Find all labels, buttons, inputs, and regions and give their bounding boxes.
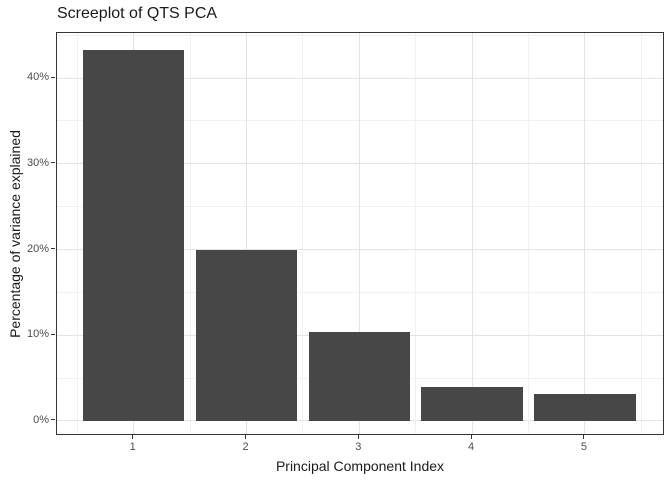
y-tick-mark	[51, 76, 55, 78]
x-major-gridline	[584, 33, 586, 434]
x-minor-gridline	[415, 33, 417, 434]
x-tick-label: 4	[468, 441, 475, 453]
x-minor-gridline	[528, 33, 529, 434]
y-tick-mark	[51, 248, 55, 249]
y-minor-gridline	[57, 291, 663, 293]
bar-pc1	[82, 49, 185, 421]
bar-pc4	[421, 386, 523, 421]
y-tick-label: 20%	[26, 242, 49, 255]
x-minor-gridline	[76, 33, 78, 434]
y-major-gridline	[57, 420, 663, 422]
y-major-gridline	[57, 163, 663, 165]
y-tick-mark	[51, 419, 55, 421]
y-tick-mark	[51, 162, 55, 164]
bar-pc3	[308, 331, 411, 421]
y-minor-gridline	[57, 34, 663, 36]
bar-pc5	[534, 394, 636, 421]
x-minor-gridline	[640, 33, 642, 434]
x-major-gridline	[358, 33, 360, 434]
y-minor-gridline	[57, 120, 663, 122]
y-tick-label: 30%	[26, 156, 49, 169]
y-tick-label: 40%	[26, 71, 49, 84]
y-major-gridline	[57, 77, 663, 79]
y-tick-label: 10%	[26, 328, 49, 341]
x-tick-mark	[470, 435, 472, 439]
x-tick-mark	[583, 435, 585, 439]
x-major-gridline	[471, 33, 473, 434]
x-minor-gridline	[189, 33, 191, 434]
x-tick-mark	[357, 435, 359, 439]
chart-title: Screeplot of QTS PCA	[57, 5, 218, 22]
y-tick-label: 0%	[33, 413, 49, 426]
x-axis-title: Principal Component Index	[275, 458, 445, 474]
x-major-gridline	[246, 33, 247, 434]
x-tick-label: 2	[242, 441, 249, 453]
x-tick-mark	[245, 435, 246, 439]
x-tick-label: 1	[129, 441, 136, 453]
y-tick-mark	[51, 333, 55, 335]
y-major-gridline	[57, 249, 663, 250]
x-tick-label: 3	[355, 441, 362, 453]
x-tick-mark	[132, 435, 134, 439]
plot-panel	[56, 32, 664, 435]
x-tick-label: 5	[580, 441, 587, 453]
bar-pc2	[195, 249, 298, 421]
y-minor-gridline	[57, 206, 663, 208]
x-minor-gridline	[302, 33, 304, 434]
